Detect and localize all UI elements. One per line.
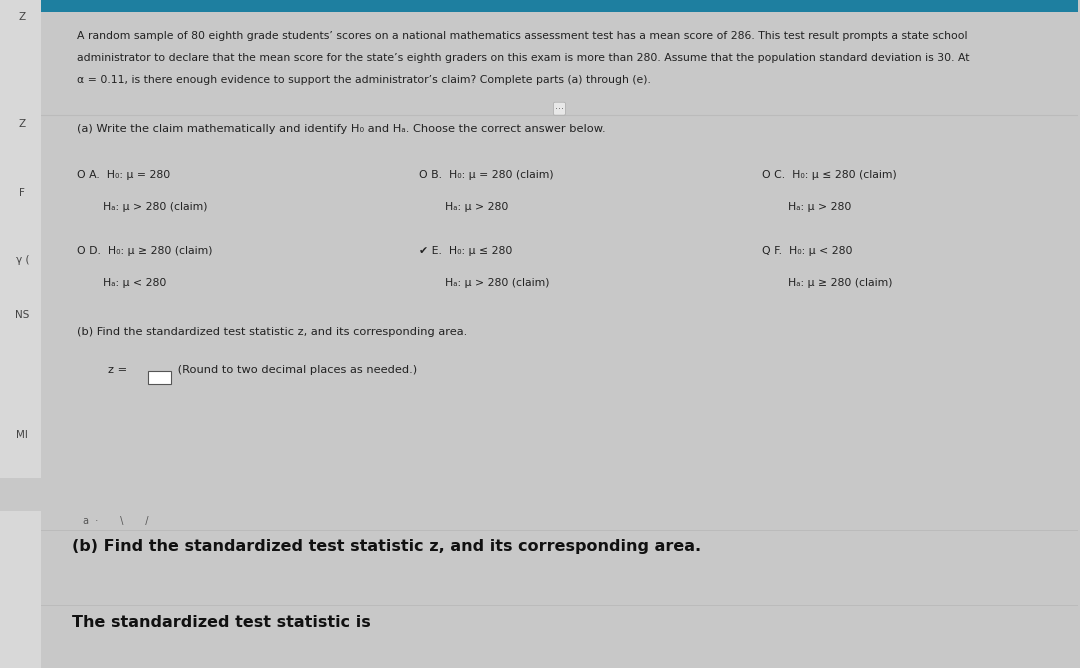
Text: The standardized test statistic is: The standardized test statistic is — [72, 615, 370, 630]
Text: ✔ E.  H₀: μ ≤ 280: ✔ E. H₀: μ ≤ 280 — [419, 246, 513, 256]
Text: (Round to two decimal places as needed.): (Round to two decimal places as needed.) — [174, 365, 417, 375]
Text: O B.  H₀: μ = 280 (claim): O B. H₀: μ = 280 (claim) — [419, 170, 554, 180]
Text: ···: ··· — [555, 104, 564, 114]
Text: Hₐ: μ > 280: Hₐ: μ > 280 — [787, 202, 851, 212]
Text: (b) Find the standardized test statistic z, and its corresponding area.: (b) Find the standardized test statistic… — [72, 539, 701, 554]
Text: (b) Find the standardized test statistic z, and its corresponding area.: (b) Find the standardized test statistic… — [78, 327, 468, 337]
Text: O C.  H₀: μ ≤ 280 (claim): O C. H₀: μ ≤ 280 (claim) — [761, 170, 896, 180]
Text: (a) Write the claim mathematically and identify H₀ and Hₐ. Choose the correct an: (a) Write the claim mathematically and i… — [78, 124, 606, 134]
Text: z =: z = — [108, 365, 131, 375]
Text: α = 0.11, is there enough evidence to support the administrator’s claim? Complet: α = 0.11, is there enough evidence to su… — [78, 75, 651, 85]
Text: administrator to declare that the mean score for the state’s eighth graders on t: administrator to declare that the mean s… — [78, 53, 970, 63]
Text: Z: Z — [18, 12, 26, 22]
Text: Hₐ: μ ≥ 280 (claim): Hₐ: μ ≥ 280 (claim) — [787, 279, 892, 289]
Text: Hₐ: μ < 280: Hₐ: μ < 280 — [104, 279, 166, 289]
Text: NS: NS — [15, 310, 29, 320]
Text: A random sample of 80 eighth grade students’ scores on a national mathematics as: A random sample of 80 eighth grade stude… — [78, 31, 968, 41]
Text: O D.  H₀: μ ≥ 280 (claim): O D. H₀: μ ≥ 280 (claim) — [78, 246, 213, 256]
Bar — [0, 511, 41, 668]
Text: a  ·       \       /: a · \ / — [82, 516, 148, 526]
Text: Q F.  H₀: μ < 280: Q F. H₀: μ < 280 — [761, 246, 852, 256]
Text: γ (: γ ( — [15, 255, 29, 265]
Text: O A.  H₀: μ = 280: O A. H₀: μ = 280 — [78, 170, 171, 180]
Text: Z: Z — [18, 119, 26, 129]
Bar — [0, 0, 41, 478]
Text: Hₐ: μ > 280 (claim): Hₐ: μ > 280 (claim) — [104, 202, 207, 212]
Text: Hₐ: μ > 280 (claim): Hₐ: μ > 280 (claim) — [445, 279, 550, 289]
Text: Hₐ: μ > 280: Hₐ: μ > 280 — [445, 202, 509, 212]
Text: F: F — [19, 188, 25, 198]
Bar — [41, 0, 1078, 12]
FancyBboxPatch shape — [148, 371, 171, 384]
Text: MI: MI — [16, 430, 28, 440]
